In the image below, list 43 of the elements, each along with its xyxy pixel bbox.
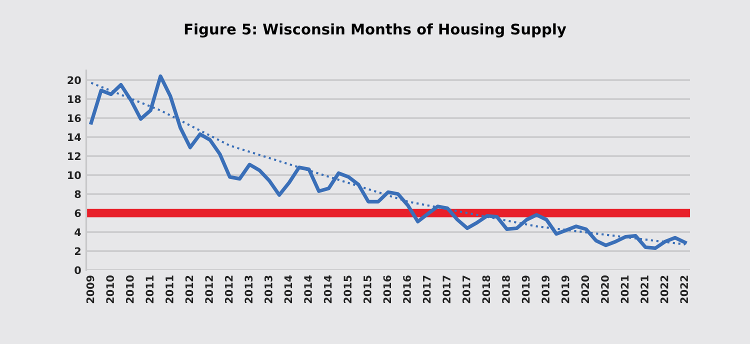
x-tick-label: 2021 <box>640 276 648 304</box>
x-tick-label: 2009 <box>86 276 94 304</box>
x-tick-label: 2014 <box>284 275 292 304</box>
x-tick-label: 2014 <box>304 275 312 304</box>
x-tick-label: 2020 <box>601 275 609 304</box>
y-tick-label: 8 <box>74 190 81 198</box>
x-tick-label: 2011 <box>146 276 154 304</box>
x-tick-label: 2012 <box>185 276 194 304</box>
x-tick-label: 2018 <box>482 276 490 304</box>
chart-title: Figure 5: Wisconsin Months of Housing Supply <box>184 23 566 38</box>
x-tick-label: 2019 <box>542 276 550 304</box>
x-tick-label: 2022 <box>680 276 688 304</box>
x-tick-label: 2018 <box>502 276 510 304</box>
y-tick-label: 6 <box>74 209 81 218</box>
x-tick-label: 2015 <box>344 276 352 304</box>
y-tick-label: 16 <box>68 114 81 122</box>
x-tick-label: 2010 <box>126 275 134 304</box>
x-tick-label: 2013 <box>264 276 272 304</box>
y-tick-label: 10 <box>68 171 81 180</box>
x-tick-label: 2020 <box>581 275 590 304</box>
x-tick-label: 2017 <box>462 276 470 304</box>
x-tick-label: 2017 <box>442 276 451 304</box>
x-tick-label: 2013 <box>244 276 253 304</box>
x-tick-label: 2019 <box>561 276 570 304</box>
x-tick-label: 2016 <box>403 275 411 304</box>
x-tick-label: 2017 <box>422 276 431 304</box>
y-tick-label: 18 <box>68 95 81 104</box>
x-tick-label: 2021 <box>620 276 629 304</box>
y-tick-label: 14 <box>68 133 81 141</box>
x-tick-label: 2016 <box>383 275 392 304</box>
x-tick-label: 2010 <box>106 275 114 304</box>
x-tick-label: 2014 <box>324 275 332 304</box>
y-tick-label: 4 <box>74 228 81 236</box>
y-tick-label: 12 <box>68 152 80 160</box>
x-tick-label: 2012 <box>205 276 213 304</box>
y-tick-label: 0 <box>74 266 81 274</box>
x-tick-label: 2015 <box>363 276 372 304</box>
x-tick-label: 2012 <box>224 276 233 304</box>
x-tick-label: 2022 <box>660 276 668 304</box>
y-tick-label: 20 <box>68 76 81 84</box>
y-tick-label: 2 <box>74 247 80 255</box>
x-tick-label: 2011 <box>166 276 174 304</box>
x-tick-label: 2019 <box>522 276 530 304</box>
